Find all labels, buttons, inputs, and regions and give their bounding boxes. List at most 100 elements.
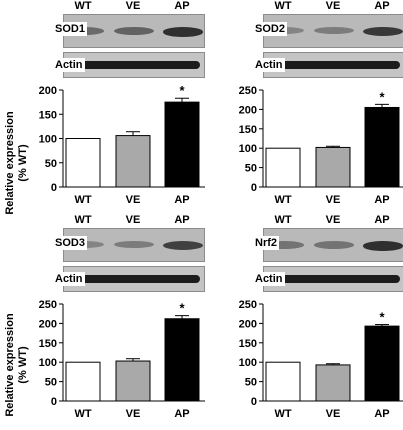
x-tick-label: AP <box>374 194 389 206</box>
bar-ap <box>364 106 400 188</box>
blot-band <box>163 27 203 37</box>
y-axis-label-line1: Relative expression <box>4 313 16 417</box>
panel-nrf2: WT VE AP Nrf2 Actin 0 50 100 150 200 250 WT VE * AP <box>239 214 403 428</box>
blot-band <box>114 27 154 35</box>
blot-band <box>114 241 154 249</box>
y-tick-label: 200 <box>239 318 257 330</box>
blot-lane-label: WT <box>274 214 292 226</box>
x-tick-label: WT <box>74 194 91 206</box>
y-tick-label: 150 <box>239 124 257 136</box>
x-tick-label: AP <box>374 408 389 420</box>
significance-marker: * <box>379 310 385 325</box>
x-tick-label: WT <box>274 194 291 206</box>
panel-sod2: WT VE AP SOD2 Actin 0 50 100 150 200 250 WT VE * AP <box>239 0 403 214</box>
bar-chart: 0 50 100 150 200 250 WT VE * AP <box>239 85 403 206</box>
blot-lane-label: VE <box>325 0 341 12</box>
significance-marker: * <box>179 301 185 316</box>
blot-band <box>163 241 203 250</box>
bar-ve <box>115 135 151 188</box>
significance-marker: * <box>379 89 385 104</box>
y-tick-label: 50 <box>45 158 57 170</box>
panel-sod1: WT VE AP SOD1 Actin 0 50 100 150 200 WT VE * AP <box>39 0 255 214</box>
blot-lane-label: AP <box>174 0 190 12</box>
blot-lane-label: VE <box>125 0 141 12</box>
blot-lane-label: WT <box>274 0 292 12</box>
blot-lane-label: VE <box>125 214 141 226</box>
x-tick-label: WT <box>74 408 91 420</box>
loading-control-label: Actin <box>53 58 85 72</box>
loading-control-label: Actin <box>53 272 85 286</box>
y-tick-label: 200 <box>39 318 57 330</box>
bar-wt <box>65 361 101 402</box>
y-axis-label-line2: (% WT) <box>17 144 29 182</box>
blot-band <box>266 275 400 283</box>
y-axis-label: Relative expression (% WT) <box>4 300 30 430</box>
blot-lane-label: AP <box>374 214 390 226</box>
blot-actin <box>63 52 205 78</box>
bar-ve <box>315 364 351 402</box>
blot-band <box>363 241 403 251</box>
y-tick-label: 100 <box>39 357 57 369</box>
y-tick-label: 150 <box>39 338 57 350</box>
y-tick-label: 100 <box>239 143 257 155</box>
y-tick-label: 0 <box>251 182 257 194</box>
y-tick-label: 100 <box>39 134 57 146</box>
y-tick-label: 200 <box>39 85 57 97</box>
y-tick-label: 150 <box>239 338 257 350</box>
y-axis-label-line2: (% WT) <box>17 346 29 384</box>
protein-label: SOD2 <box>253 22 287 36</box>
blot-band <box>314 241 354 249</box>
protein-label: SOD3 <box>53 236 87 250</box>
bar-ap <box>164 318 200 402</box>
blot-lane-label: WT <box>74 0 92 12</box>
blot-band <box>314 27 354 35</box>
y-tick-label: 0 <box>51 396 57 408</box>
significance-marker: * <box>179 83 185 98</box>
panel-sod3: WT VE AP SOD3 Actin 0 50 100 150 200 250 WT VE * AP <box>39 214 255 428</box>
y-tick-label: 50 <box>45 377 57 389</box>
y-tick-label: 250 <box>239 85 257 97</box>
blot-band <box>66 275 200 283</box>
x-tick-label: VE <box>326 408 341 420</box>
bar-ve <box>115 360 151 402</box>
blot-actin <box>63 266 205 292</box>
bar-wt <box>65 138 101 188</box>
loading-control-label: Actin <box>253 58 285 72</box>
bar-chart: 0 50 100 150 200 250 WT VE * AP <box>239 299 403 420</box>
blot-band <box>264 241 304 249</box>
bar-ap <box>364 325 400 402</box>
bar-wt <box>265 361 301 402</box>
y-axis-label: Relative expression (% WT) <box>4 98 30 228</box>
protein-label: SOD1 <box>53 22 87 36</box>
bar-chart: 0 50 100 150 200 WT VE * AP <box>39 83 205 206</box>
blot-band <box>266 61 400 69</box>
x-tick-label: VE <box>126 194 141 206</box>
loading-control-label: Actin <box>253 272 285 286</box>
x-tick-label: AP <box>174 194 189 206</box>
y-tick-label: 100 <box>239 357 257 369</box>
y-tick-label: 50 <box>245 163 257 175</box>
y-tick-label: 0 <box>251 396 257 408</box>
blot-lane-label: AP <box>174 214 190 226</box>
blot-band <box>363 27 403 37</box>
blot-lane-label: WT <box>74 214 92 226</box>
protein-label: Nrf2 <box>253 236 280 250</box>
blot-lane-label: AP <box>374 0 390 12</box>
bar-chart: 0 50 100 150 200 250 WT VE * AP <box>39 299 205 420</box>
y-tick-label: 50 <box>245 377 257 389</box>
y-tick-label: 150 <box>39 109 57 121</box>
bar-wt <box>265 147 301 188</box>
x-tick-label: AP <box>174 408 189 420</box>
bar-ve <box>315 146 351 188</box>
y-tick-label: 0 <box>51 182 57 194</box>
x-tick-label: VE <box>326 194 341 206</box>
x-tick-label: VE <box>126 408 141 420</box>
blot-actin <box>263 52 403 78</box>
y-tick-label: 250 <box>39 299 57 311</box>
bar-ap <box>164 101 200 188</box>
blot-band <box>66 61 200 69</box>
blot-lane-label: VE <box>325 214 341 226</box>
x-tick-label: WT <box>274 408 291 420</box>
y-tick-label: 200 <box>239 104 257 116</box>
y-axis-label-line1: Relative expression <box>4 111 16 215</box>
